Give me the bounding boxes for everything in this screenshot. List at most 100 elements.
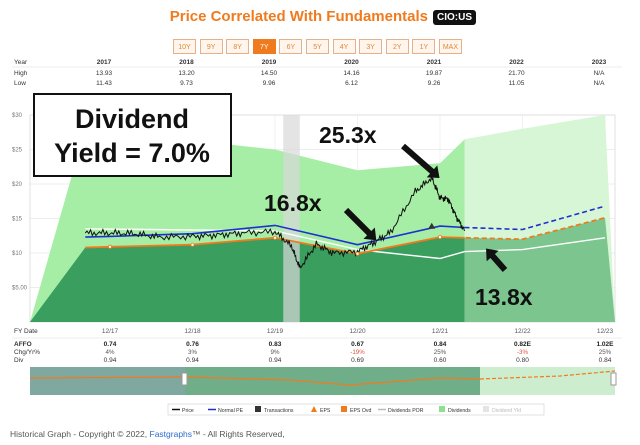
legend-swatch: [311, 406, 317, 412]
eps-marker: [437, 235, 442, 240]
tab-10y[interactable]: 10Y: [173, 39, 196, 54]
affo-value: 0.74: [104, 341, 117, 348]
legend-swatch: [483, 406, 489, 412]
range-year: 2023: [592, 59, 607, 66]
dividend-yield-line1: Dividend: [75, 104, 189, 134]
range-low: N/A: [594, 80, 606, 87]
arrow-current: [486, 248, 508, 272]
range-label-low: Low: [14, 80, 26, 87]
tab-6y[interactable]: 6Y: [279, 39, 303, 54]
legend-label: Dividends POR: [388, 408, 424, 414]
navigator-strip[interactable]: [29, 367, 617, 395]
fy-date: 12/18: [184, 328, 201, 335]
navigator-handle-right: [610, 372, 617, 386]
eps-marker: [190, 242, 195, 247]
navigator-forecast: [480, 367, 615, 395]
chg-value: 4%: [106, 349, 115, 356]
tab-5y[interactable]: 5Y: [305, 39, 329, 54]
range-low: 6.12: [345, 80, 358, 87]
tab-9y[interactable]: 9Y: [199, 39, 223, 54]
range-low: 9.96: [263, 80, 276, 87]
navigator-mask: [30, 367, 185, 395]
dividend-yield-box: [33, 93, 232, 177]
legend-label: Price: [182, 408, 194, 414]
fund-row-label: Div: [14, 357, 24, 364]
legend-swatch: [439, 406, 445, 412]
div-value: 0.84: [599, 357, 612, 364]
chg-value: -3%: [517, 349, 529, 356]
eps-marker: [108, 244, 113, 249]
chg-value: 25%: [599, 349, 612, 356]
tab-4y[interactable]: 4Y: [332, 39, 356, 54]
tab-max[interactable]: MAX: [438, 39, 462, 54]
eps-marker: [355, 251, 360, 256]
fy-date: 12/22: [514, 328, 531, 335]
legend-label: EPS: [320, 408, 331, 414]
range-low: 11.43: [96, 80, 112, 87]
shaded-band: [283, 115, 300, 322]
price-line: [84, 174, 466, 269]
affo-value: 0.76: [186, 341, 199, 348]
fastgraphs-link[interactable]: Fastgraphs: [149, 429, 193, 439]
range-year: 2020: [344, 59, 359, 66]
navigator-handle-left: [181, 372, 188, 386]
legend-frame: [167, 403, 545, 416]
fundamentals-table: FY DateAFFOChg/Yr%Div12/170.744%0.9412/1…: [12, 328, 622, 364]
range-table: Year High Low 2017 13.93 11.43 2018 13.20 9.73 20…: [12, 59, 622, 87]
range-high: 13.93: [96, 70, 113, 77]
range-year: 2022: [509, 59, 524, 66]
div-value: 0.94: [269, 357, 282, 364]
range-year: 2019: [262, 59, 277, 66]
div-value: 0.60: [434, 357, 447, 364]
annotations: Dividend Yield = 7.0% 25.3x 16.8x 13.8x: [33, 93, 533, 310]
y-tick-label: $5.00: [12, 286, 28, 292]
fund-row-label: FY Date: [14, 328, 38, 335]
affo-value: 0.84: [434, 341, 447, 348]
range-year: 2018: [179, 59, 194, 66]
legend-label: EPS Ovd: [350, 408, 371, 414]
fy-date: 12/19: [267, 328, 284, 335]
affo-value: 0.82E: [514, 341, 532, 348]
arrow-mid: [343, 207, 377, 241]
range-year: 2017: [97, 59, 112, 66]
div-value: 0.80: [516, 357, 529, 364]
tab-3y[interactable]: 3Y: [359, 39, 383, 54]
footer-text: Historical Graph - Copyright © 2022,: [10, 429, 148, 439]
tab-2y[interactable]: 2Y: [385, 39, 409, 54]
earnings-area: [30, 237, 465, 322]
legend-label: Transactions: [264, 408, 294, 414]
range-high: 14.50: [261, 70, 278, 77]
earnings-area-forecast: [464, 217, 615, 322]
tab-7y[interactable]: 7Y: [252, 39, 276, 54]
fy-date: 12/17: [102, 328, 119, 335]
range-label-year: Year: [14, 59, 28, 66]
fund-row-label: AFFO: [14, 341, 32, 348]
navigator-eps-line: [29, 376, 481, 386]
affo-value: 0.67: [351, 341, 364, 348]
chart-title: Price Correlated With Fundamentals: [169, 8, 428, 25]
tab-1y[interactable]: 1Y: [412, 39, 436, 54]
label-mid-pe: 16.8x: [264, 190, 322, 216]
arrow-current-head: [486, 248, 499, 262]
transaction-marker: [428, 222, 436, 229]
dividends-por-line-forecast: [464, 237, 606, 253]
div-value: 0.69: [351, 357, 364, 364]
legend-swatch: [341, 406, 347, 412]
range-year: 2021: [427, 59, 442, 66]
footer: Historical Graph - Copyright © 2022, Fas…: [10, 429, 285, 439]
fy-date: 12/20: [349, 328, 366, 335]
dividend-yield-line2: Yield = 7.0%: [54, 138, 210, 168]
chg-value: 25%: [434, 349, 447, 356]
y-tick-label: $10: [12, 251, 23, 257]
tab-8y[interactable]: 8Y: [226, 39, 250, 54]
legend-label: Dividends: [448, 408, 471, 414]
range-high: 13.20: [178, 70, 195, 77]
eps-marker: [272, 235, 277, 240]
arrow-peak-head: [426, 165, 440, 178]
range-low: 9.26: [428, 80, 441, 87]
plot-area: $30 $25 $20 $15 $10 $5.00: [12, 113, 616, 323]
chg-value: 3%: [188, 349, 197, 356]
range-low: 11.05: [509, 80, 525, 87]
arrow-peak: [401, 143, 440, 178]
legend-swatch: [255, 406, 261, 412]
